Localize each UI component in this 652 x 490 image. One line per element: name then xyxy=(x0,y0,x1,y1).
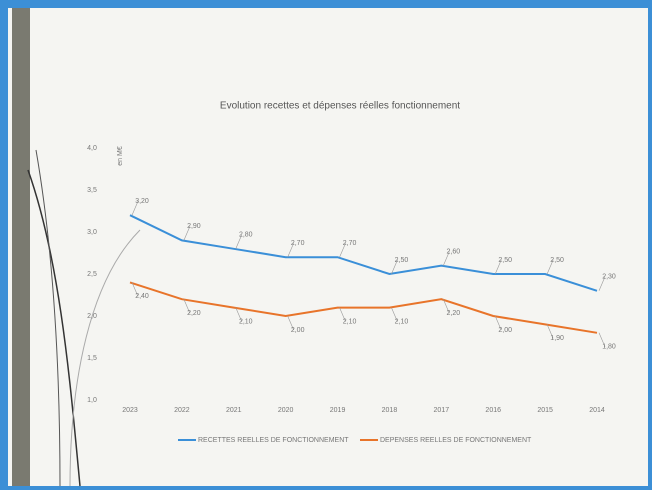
x-tick-label: 2018 xyxy=(382,407,398,414)
data-label: 2,60 xyxy=(447,248,461,255)
x-tick-label: 2020 xyxy=(278,407,294,414)
y-tick-label: 1,5 xyxy=(87,355,97,362)
data-label: 3,20 xyxy=(135,198,149,205)
y-tick-label: 3,5 xyxy=(87,187,97,194)
data-label: 2,00 xyxy=(291,327,305,334)
label-leader xyxy=(339,243,346,258)
label-leader xyxy=(443,251,450,266)
label-leader xyxy=(339,307,346,322)
label-leader xyxy=(494,315,502,331)
label-leader xyxy=(546,324,554,339)
label-leader xyxy=(183,299,191,314)
data-label: 2,70 xyxy=(343,240,357,247)
y-tick-label: 1,0 xyxy=(87,397,97,404)
x-tick-label: 2022 xyxy=(174,407,190,414)
label-leader xyxy=(287,315,294,331)
decor-curve xyxy=(27,169,81,487)
data-label: 1,90 xyxy=(550,335,564,342)
chart-title: Evolution recettes et dépenses réelles f… xyxy=(220,101,460,112)
x-tick-label: 2014 xyxy=(589,407,605,414)
left-strip xyxy=(12,8,30,486)
legend-label: RECETTES REELLES DE FONCTIONNEMENT xyxy=(198,437,349,444)
x-tick-label: 2023 xyxy=(122,407,138,414)
data-label: 2,10 xyxy=(395,318,409,325)
x-tick-label: 2017 xyxy=(434,407,450,414)
label-leader xyxy=(598,332,606,347)
label-leader xyxy=(443,299,450,314)
data-label: 2,50 xyxy=(498,257,512,264)
label-leader xyxy=(598,276,606,291)
data-label: 2,20 xyxy=(447,310,461,317)
label-leader xyxy=(235,307,243,322)
data-label: 2,50 xyxy=(395,257,409,264)
decor-curve xyxy=(35,149,61,487)
decor-curve xyxy=(69,229,141,487)
label-leader xyxy=(235,234,243,249)
data-label: 2,00 xyxy=(498,327,512,334)
label-leader xyxy=(183,226,191,241)
slide xyxy=(8,8,648,486)
y-tick-label: 3,0 xyxy=(87,229,97,236)
data-label: 2,20 xyxy=(187,310,201,317)
data-label: 2,30 xyxy=(602,274,616,281)
label-leader xyxy=(287,243,294,258)
label-leader xyxy=(131,282,139,297)
data-label: 2,50 xyxy=(550,257,564,264)
x-tick-label: 2016 xyxy=(485,407,501,414)
x-tick-label: 2015 xyxy=(537,407,553,414)
data-label: 2,10 xyxy=(343,318,357,325)
legend-label: DEPENSES REELLES DE FONCTIONNEMENT xyxy=(380,437,532,444)
x-tick-label: 2021 xyxy=(226,407,242,414)
data-label: 2,40 xyxy=(135,293,149,300)
label-leader xyxy=(131,201,139,216)
label-leader xyxy=(546,259,554,275)
y-tick-label: 2,0 xyxy=(87,313,97,320)
y-tick-label: 2,5 xyxy=(87,271,97,278)
y-tick-label: 4,0 xyxy=(87,145,97,152)
data-label: 2,80 xyxy=(239,232,253,239)
label-leader xyxy=(391,259,398,275)
series-line xyxy=(129,214,598,292)
y-axis-label: en M€ xyxy=(117,146,124,166)
x-tick-label: 2019 xyxy=(330,407,346,414)
data-label: 2,90 xyxy=(187,223,201,230)
series-line xyxy=(129,281,598,334)
data-label: 2,10 xyxy=(239,318,253,325)
label-leader xyxy=(391,307,398,322)
data-label: 2,70 xyxy=(291,240,305,247)
data-label: 1,80 xyxy=(602,344,616,351)
label-leader xyxy=(494,259,502,275)
